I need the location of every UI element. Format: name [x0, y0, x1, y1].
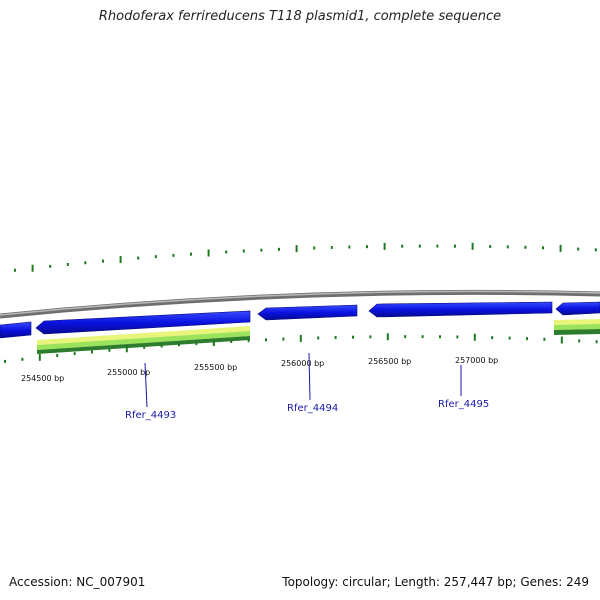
scale-label: 254500 bp [21, 374, 64, 383]
feature-band [554, 319, 600, 335]
gene-label-rfer-4494[interactable]: Rfer_4494 [287, 403, 338, 414]
gene-arrow[interactable] [555, 301, 600, 316]
scale-label: 256500 bp [368, 357, 411, 366]
gene-arrow[interactable] [0, 321, 32, 339]
accession-label: Accession: NC_007901 [9, 575, 146, 589]
gene-label-rfer-4495[interactable]: Rfer_4495 [438, 399, 489, 410]
label-leader [144, 362, 148, 408]
map-title: Rhodoferax ferrireducens T118 plasmid1, … [98, 9, 502, 24]
gene-arrow-rfer-4493[interactable] [35, 310, 251, 335]
scale-label: 255500 bp [194, 363, 237, 372]
sequence-backbone [0, 289, 600, 319]
gene-arrow-rfer-4495[interactable] [368, 301, 553, 318]
scale-label: 257000 bp [455, 356, 498, 365]
label-leader [308, 352, 311, 401]
gene-label-rfer-4493[interactable]: Rfer_4493 [125, 410, 176, 421]
scale-tick-ring [4, 333, 598, 363]
gene-arrow-rfer-4494[interactable] [257, 304, 358, 321]
feature-band [37, 326, 250, 354]
scale-label: 255000 bp [107, 368, 150, 377]
topology-summary: Topology: circular; Length: 257,447 bp; … [282, 575, 589, 589]
scale-label: 256000 bp [281, 359, 324, 368]
outer-tick-ring [14, 242, 597, 272]
